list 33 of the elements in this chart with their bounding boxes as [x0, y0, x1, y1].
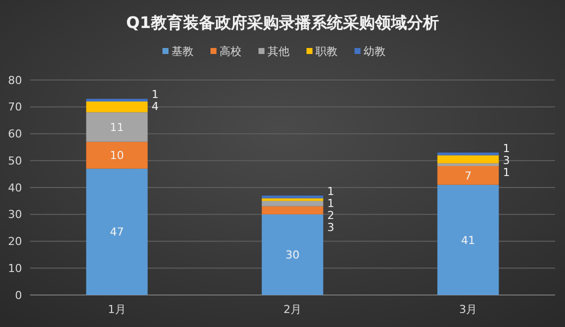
data-label: 1 [327, 196, 334, 210]
y-tick-label: 30 [8, 208, 22, 222]
legend-label: 高校 [220, 45, 242, 58]
data-label: 3 [327, 220, 334, 234]
data-label: 10 [110, 149, 124, 162]
data-label: 1 [502, 166, 510, 179]
legend-label: 职教 [316, 45, 338, 58]
y-tick-label: 60 [8, 128, 22, 141]
data-label: 41 [461, 234, 476, 247]
y-tick-label: 70 [8, 100, 22, 114]
x-tick-label: 2月 [284, 303, 302, 316]
data-label: 3 [502, 154, 510, 167]
y-tick-label: 20 [8, 235, 22, 248]
data-label: 1 [502, 142, 510, 155]
legend-label: 基教 [172, 45, 194, 58]
data-label: 47 [110, 226, 124, 239]
legend-label: 幼教 [364, 45, 386, 58]
chart-title: Q1教育装备政府采购录播系统采购领域分析 [126, 13, 439, 32]
y-tick-label: 40 [8, 181, 22, 194]
data-label: 11 [110, 120, 124, 134]
data-label: 7 [464, 169, 472, 182]
data-label: 1 [327, 184, 334, 198]
legend-label: 其他 [268, 45, 290, 58]
data-label: 2 [327, 208, 334, 222]
y-tick-label: 80 [8, 74, 22, 87]
x-tick-label: 1月 [108, 303, 126, 316]
y-tick-label: 0 [15, 288, 22, 302]
y-tick-label: 50 [8, 154, 22, 168]
y-tick-label: 10 [8, 262, 22, 275]
x-tick-label: 3月 [459, 303, 478, 316]
data-label: 1 [152, 88, 159, 102]
data-label: 4 [152, 100, 159, 114]
data-label: 30 [286, 248, 300, 262]
